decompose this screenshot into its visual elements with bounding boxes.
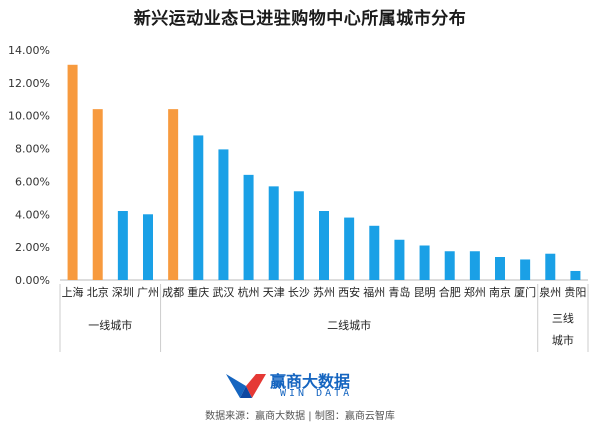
- x-tick-label: 泉州: [539, 285, 561, 299]
- x-tick-label: 青岛: [388, 285, 410, 299]
- y-tick-label: 10.00%: [8, 110, 50, 123]
- bar-长沙: [293, 191, 304, 280]
- x-tick-label: 苏州: [313, 286, 335, 299]
- x-tick-label: 武汉: [212, 286, 234, 299]
- y-tick-label: 8.00%: [15, 143, 50, 156]
- bar-厦门: [520, 259, 531, 280]
- y-tick-label: 4.00%: [15, 208, 50, 221]
- y-tick-label: 6.00%: [15, 175, 50, 188]
- x-tick-label: 杭州: [238, 285, 260, 299]
- logo-name: 赢商大数据: [270, 372, 351, 391]
- x-tick-label: 厦门: [514, 285, 536, 299]
- group-label-一线城市: 一线城市: [88, 318, 132, 332]
- group-label-二线城市: 二线城市: [327, 318, 371, 332]
- bar-昆明: [419, 245, 430, 280]
- bar-南京: [495, 257, 505, 280]
- x-tick-label: 长沙: [288, 286, 310, 299]
- logo-mark-icon: [226, 374, 266, 398]
- bar-贵阳: [570, 270, 581, 280]
- bar-广州: [143, 214, 153, 280]
- bar-北京: [92, 109, 103, 281]
- y-tick-label: 12.00%: [8, 77, 50, 90]
- x-tick-label: 郑州: [464, 285, 486, 299]
- x-tick-label: 成都: [162, 286, 184, 299]
- x-tick-label: 福州: [363, 285, 385, 299]
- bar-重庆: [193, 135, 204, 280]
- y-tick-label: 2.00%: [15, 241, 50, 254]
- bar-成都: [168, 109, 179, 281]
- chart-title: 新兴运动业态已进驻购物中心所属城市分布: [133, 9, 467, 29]
- brand-logo: 赢商大数据 WIN DATA: [226, 368, 396, 402]
- y-tick-label: 0.00%: [15, 274, 50, 287]
- x-tick-label: 西安: [338, 285, 360, 299]
- bar-武汉: [218, 149, 229, 280]
- x-tick-label: 南京: [489, 285, 511, 299]
- x-tick-label: 天津: [263, 286, 285, 299]
- bar-泉州: [545, 253, 556, 280]
- y-tick-label: 14.00%: [8, 44, 50, 57]
- x-tick-label: 上海: [62, 285, 84, 299]
- logo-subtitle: WIN DATA: [280, 388, 353, 399]
- bar-郑州: [469, 251, 480, 280]
- source-note: 数据来源：赢商大数据 | 制图：赢商云智库: [205, 411, 395, 422]
- bar-青岛: [394, 239, 405, 280]
- x-tick-label: 北京: [87, 285, 109, 299]
- bar-西安: [344, 217, 355, 280]
- bar-苏州: [319, 211, 329, 280]
- bar-深圳: [117, 211, 128, 280]
- bar-合肥: [444, 251, 455, 280]
- group-label-三线城市: 三线城市: [552, 311, 574, 347]
- bar-上海: [67, 64, 78, 281]
- bar-天津: [268, 186, 279, 280]
- x-tick-label: 广州: [137, 286, 159, 299]
- x-tick-label: 贵阳: [564, 286, 586, 299]
- x-tick-label: 昆明: [414, 286, 436, 299]
- bar-杭州: [243, 174, 254, 280]
- x-tick-label: 重庆: [187, 285, 209, 299]
- bar-福州: [369, 225, 380, 280]
- x-tick-label: 合肥: [439, 285, 461, 299]
- x-tick-label: 深圳: [112, 286, 134, 299]
